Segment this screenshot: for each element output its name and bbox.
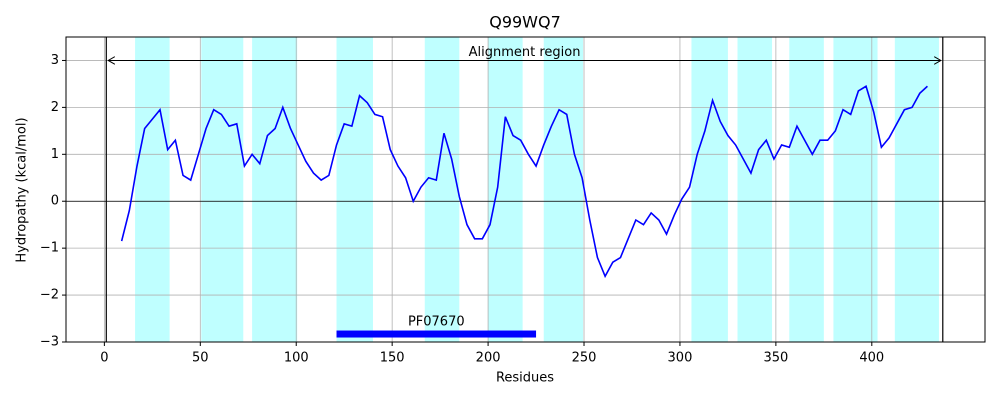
domain-bar [336, 330, 537, 338]
region [737, 37, 773, 342]
region [252, 37, 298, 342]
y-tick-label: −3 [40, 335, 59, 350]
region [336, 37, 373, 342]
region [543, 37, 584, 342]
x-tick-label: 150 [380, 351, 405, 366]
y-tick-label: 1 [51, 147, 59, 162]
region [488, 37, 523, 342]
region [894, 37, 939, 342]
y-tick-label: 2 [51, 100, 59, 115]
x-tick-label: 200 [476, 351, 501, 366]
hydropathy-line [120, 85, 928, 279]
region [201, 37, 244, 342]
chart-title: Q99WQ7 [489, 13, 561, 32]
x-tick-label: 0 [100, 351, 108, 366]
x-tick-label: 400 [859, 351, 884, 366]
x-axis-label: Residues [496, 371, 554, 386]
y-tick-label: 3 [51, 53, 59, 68]
plot-frame [65, 36, 986, 343]
y-tick-label: 0 [51, 194, 59, 209]
domain-label: PF07670 [408, 315, 465, 330]
y-tick-label: −1 [40, 241, 59, 256]
x-tick-label: 100 [284, 351, 309, 366]
region [691, 37, 728, 342]
x-tick-label: 250 [572, 351, 597, 366]
y-tick-label: −2 [40, 288, 59, 303]
y-axis-label: Hydropathy (kcal/mol) [15, 117, 30, 262]
annotation-label: Alignment region [469, 45, 581, 60]
region [424, 37, 460, 342]
region [833, 37, 878, 342]
x-tick-label: 50 [192, 351, 209, 366]
x-tick-label: 350 [763, 351, 788, 366]
x-tick-label: 300 [668, 351, 693, 366]
region [135, 37, 170, 342]
region [789, 37, 824, 342]
